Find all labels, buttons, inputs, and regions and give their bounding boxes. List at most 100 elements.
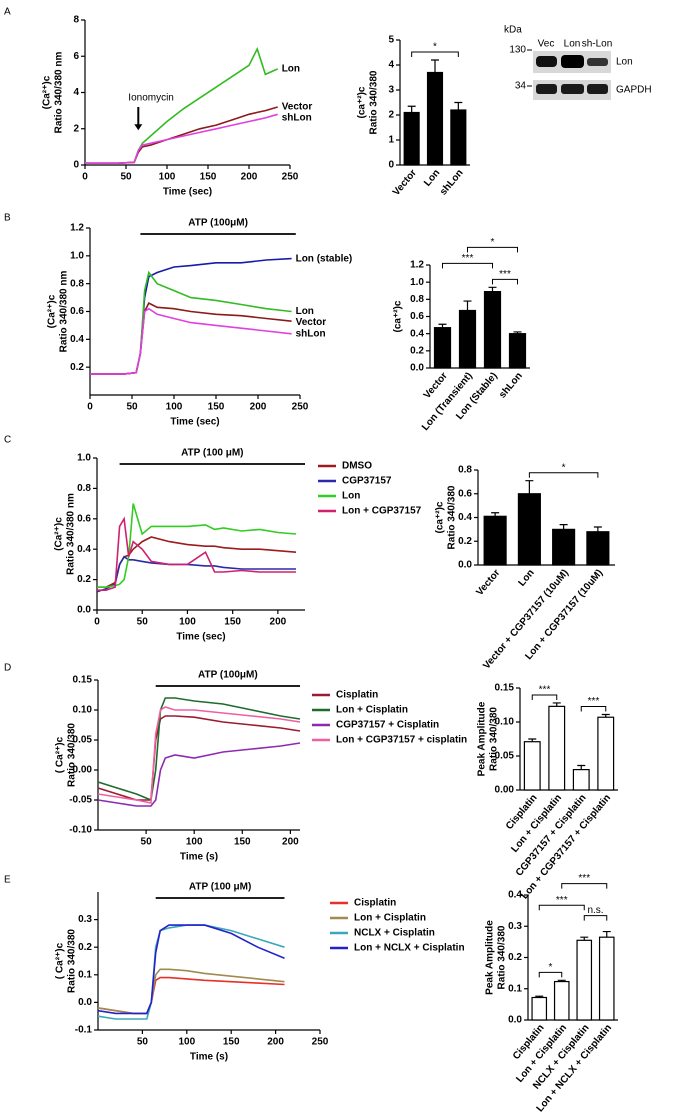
- y-axis-label: (Ca²⁺)c: [42, 75, 53, 109]
- x-tick-label: 200: [282, 837, 299, 848]
- y-tick-label: 2: [388, 110, 394, 121]
- annotation: ATP (100μM): [198, 670, 258, 681]
- x-tick-label: shLon: [438, 168, 466, 198]
- y-tick-label: 1.2: [410, 260, 424, 271]
- y-tick-label: 4: [73, 87, 79, 98]
- y-tick-label: 0.4: [508, 890, 522, 901]
- band-label: Lon: [616, 57, 633, 68]
- blot-unit: kDa: [504, 25, 522, 36]
- error-bar: [535, 995, 544, 998]
- significance-bracket: [411, 51, 459, 57]
- legend-label: Lon + CGP37157 + cisplatin: [336, 735, 467, 746]
- legend-label: NCLX + Cisplatin: [354, 928, 435, 939]
- y-tick-label: 0: [388, 160, 394, 171]
- blot-band: [587, 84, 608, 94]
- error-bar: [593, 526, 602, 532]
- y-tick-label: 0.15: [73, 675, 93, 686]
- blot-band: [587, 58, 608, 66]
- error-bar: [557, 979, 566, 982]
- legend-label: Cisplatin: [354, 898, 396, 909]
- error-bar: [580, 936, 589, 941]
- significance-bracket: [442, 262, 493, 269]
- x-tick-label: 100: [179, 617, 196, 628]
- y-tick-label: 0.2: [410, 345, 424, 356]
- error-bar: [431, 59, 439, 73]
- x-tick-label: 50: [137, 1037, 149, 1048]
- significance-label: *: [562, 462, 566, 473]
- y-tick-label: 0.6: [458, 488, 472, 499]
- x-tick-label: 200: [267, 1037, 284, 1048]
- legend-label: Cisplatin: [336, 690, 378, 701]
- y-tick-label: 0.1: [78, 969, 92, 980]
- y-axis-label: (ca⁺²)c: [357, 86, 368, 118]
- blot-marker: 34: [515, 81, 527, 92]
- x-axis-label: Time (sec): [170, 417, 219, 428]
- series-label: Lon (stable): [296, 253, 353, 264]
- series-line: [97, 697, 301, 802]
- y-tick-label: -0.10: [69, 825, 92, 836]
- x-tick-label: 100: [159, 172, 176, 183]
- blot-marker: 130: [509, 45, 526, 56]
- error-bar: [601, 713, 610, 718]
- bar: [458, 309, 477, 369]
- significance-label: ***: [578, 873, 590, 884]
- error-bar: [577, 764, 586, 770]
- x-tick-label: 150: [234, 837, 251, 848]
- error-bar: [528, 738, 537, 742]
- legend-label: Lon + CGP37157: [342, 506, 422, 517]
- significance-bracket: [538, 904, 585, 911]
- y-tick-label: 0.8: [77, 483, 91, 494]
- panel-letter: B: [4, 213, 11, 224]
- y-axis-label: (Ca²⁺)c: [54, 517, 65, 551]
- y-tick-label: -0.1: [75, 1025, 93, 1036]
- series-line: [97, 976, 285, 1015]
- series-line: [85, 106, 278, 164]
- x-axis-label: Time (s): [190, 1052, 228, 1063]
- blot-band: [536, 84, 557, 94]
- bar: [426, 71, 444, 166]
- legend-label: Lon + Cisplatin: [354, 913, 426, 924]
- x-tick-label: 150: [200, 172, 217, 183]
- y-tick-label: 0.4: [77, 544, 91, 555]
- x-tick-label: 150: [208, 402, 225, 413]
- x-tick-label: 0: [87, 402, 93, 413]
- series-line: [97, 924, 285, 1015]
- bar: [531, 996, 548, 1021]
- significance-label: ***: [588, 696, 600, 707]
- y-tick-label: 3: [388, 85, 394, 96]
- y-axis-label: ( Ca²⁺)c: [55, 736, 66, 773]
- blot-band: [561, 55, 584, 68]
- x-tick-label: 0: [94, 617, 100, 628]
- panel-letter: C: [4, 435, 11, 446]
- series-line: [97, 968, 285, 1015]
- y-tick-label: 2: [73, 123, 79, 134]
- x-tick-label: 100: [186, 837, 203, 848]
- annotation: ATP (100 μM): [189, 882, 251, 893]
- x-tick-label: Vector: [391, 167, 419, 198]
- legend-label: CGP37157: [342, 476, 392, 487]
- x-axis-label: Time (s): [180, 852, 218, 863]
- y-tick-label: 0.1: [508, 983, 522, 994]
- annotation: ATP (100 μM): [181, 448, 243, 459]
- annotation: Ionomycin: [128, 93, 174, 104]
- significance-bracket: [467, 246, 518, 253]
- y-tick-label: 1.0: [410, 277, 424, 288]
- error-bar: [513, 331, 522, 334]
- series-line: [97, 742, 301, 807]
- x-tick-label: shLon: [497, 371, 525, 401]
- significance-label: ***: [499, 269, 511, 280]
- series-label: Lon: [296, 306, 314, 317]
- y-tick-label: 8: [73, 15, 79, 26]
- series-line: [85, 46, 279, 164]
- x-tick-label: 50: [126, 402, 138, 413]
- y-axis-label: Ratio 340/380 nm: [66, 493, 77, 575]
- error-bar: [407, 105, 416, 113]
- legend-label: DMSO: [342, 461, 372, 472]
- y-tick-label: 0.15: [495, 683, 515, 694]
- series-line: [97, 706, 301, 804]
- x-tick-label: 50: [137, 617, 149, 628]
- bar: [450, 109, 467, 166]
- y-tick-label: 1.0: [77, 453, 91, 464]
- significance-label: ***: [556, 895, 568, 906]
- blot-band: [536, 56, 557, 67]
